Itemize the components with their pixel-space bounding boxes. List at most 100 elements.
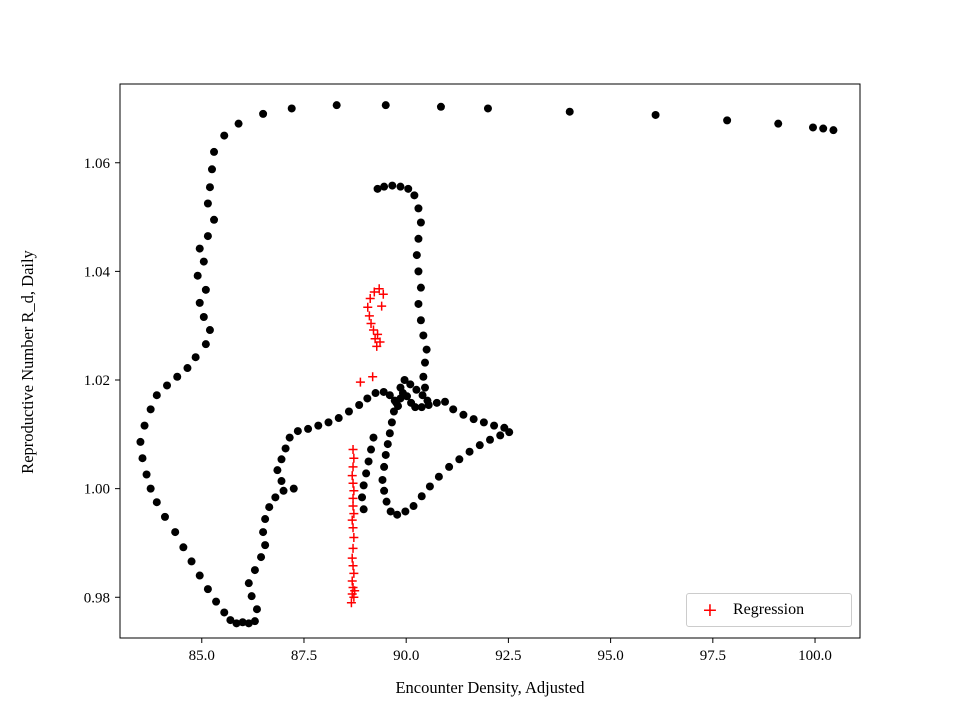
data-point bbox=[238, 618, 247, 627]
data-point bbox=[414, 299, 423, 308]
x-tick-label: 97.5 bbox=[700, 648, 726, 664]
data-point bbox=[210, 215, 219, 224]
data-point bbox=[441, 397, 450, 406]
data-point bbox=[416, 283, 425, 292]
data-point bbox=[417, 403, 426, 412]
regression-point bbox=[348, 445, 358, 455]
regression-point bbox=[377, 301, 387, 311]
data-point bbox=[160, 512, 169, 521]
data-point bbox=[244, 579, 253, 588]
data-point bbox=[490, 421, 499, 430]
y-tick-label: 1.02 bbox=[84, 373, 110, 389]
data-point bbox=[146, 405, 155, 414]
data-point bbox=[414, 234, 423, 243]
data-point bbox=[419, 372, 428, 381]
data-point bbox=[324, 418, 333, 427]
regression-point bbox=[348, 501, 358, 511]
data-point bbox=[412, 251, 421, 260]
x-tick-label: 100.0 bbox=[798, 648, 832, 664]
regression-point bbox=[347, 515, 357, 525]
regression-point bbox=[348, 561, 358, 571]
data-point bbox=[261, 515, 270, 524]
data-point bbox=[371, 389, 380, 398]
data-point bbox=[380, 486, 389, 495]
data-point bbox=[187, 557, 196, 566]
data-point bbox=[252, 605, 261, 614]
data-point bbox=[774, 119, 783, 128]
regression-point bbox=[374, 284, 384, 294]
data-point bbox=[479, 418, 488, 427]
data-point bbox=[359, 481, 368, 490]
data-point bbox=[234, 119, 243, 128]
data-point bbox=[152, 498, 161, 507]
data-point bbox=[414, 267, 423, 276]
data-point bbox=[220, 131, 229, 140]
regression-point bbox=[366, 319, 376, 329]
data-point bbox=[422, 345, 431, 354]
data-point bbox=[808, 123, 817, 132]
data-point bbox=[401, 507, 410, 516]
regression-point bbox=[369, 287, 379, 297]
data-point bbox=[723, 116, 732, 125]
data-point bbox=[359, 505, 368, 514]
data-point bbox=[486, 435, 494, 444]
data-point bbox=[220, 608, 229, 617]
x-tick-label: 87.5 bbox=[291, 648, 317, 664]
data-point bbox=[403, 392, 412, 401]
x-tick-label: 92.5 bbox=[495, 648, 521, 664]
data-point bbox=[388, 181, 397, 190]
data-point bbox=[406, 380, 415, 389]
data-point bbox=[205, 183, 214, 192]
data-point bbox=[819, 124, 828, 133]
data-point bbox=[259, 109, 268, 118]
data-point bbox=[289, 484, 298, 493]
data-point bbox=[651, 110, 660, 119]
regression-point bbox=[349, 509, 359, 519]
data-point bbox=[381, 450, 390, 459]
regression-point bbox=[348, 523, 358, 533]
regression-plus-icon: + bbox=[702, 598, 718, 621]
data-point bbox=[332, 101, 341, 110]
data-point bbox=[277, 477, 286, 486]
data-point bbox=[565, 107, 574, 116]
data-point bbox=[277, 455, 286, 464]
data-point bbox=[140, 421, 149, 430]
data-point bbox=[369, 433, 378, 442]
data-point bbox=[250, 617, 259, 626]
data-point bbox=[373, 184, 382, 193]
legend-label-regression: Regression bbox=[733, 601, 805, 618]
data-point bbox=[199, 313, 208, 322]
data-point bbox=[179, 543, 188, 552]
data-point bbox=[469, 415, 478, 424]
data-point bbox=[432, 398, 441, 407]
data-point bbox=[416, 316, 425, 325]
data-point bbox=[385, 391, 394, 400]
data-point bbox=[412, 385, 421, 394]
data-point bbox=[393, 510, 402, 519]
data-point bbox=[445, 462, 454, 471]
x-tick-label: 90.0 bbox=[393, 648, 419, 664]
data-point bbox=[344, 407, 353, 416]
data-point bbox=[281, 444, 290, 453]
data-point bbox=[380, 182, 389, 191]
data-point bbox=[475, 441, 484, 450]
data-point bbox=[380, 462, 389, 471]
data-point bbox=[287, 104, 296, 113]
data-point bbox=[136, 437, 145, 446]
data-point bbox=[271, 493, 280, 502]
data-point bbox=[334, 414, 343, 423]
data-point bbox=[207, 165, 216, 174]
regression-point bbox=[346, 598, 356, 608]
data-point bbox=[193, 271, 202, 280]
regression-point bbox=[365, 294, 375, 304]
regression-point bbox=[347, 471, 357, 481]
data-point bbox=[417, 492, 426, 501]
data-point bbox=[483, 104, 492, 113]
data-point bbox=[425, 482, 434, 491]
data-point bbox=[367, 445, 376, 454]
legend: + Regression bbox=[686, 593, 852, 627]
x-axis-label: Encounter Density, Adjusted bbox=[395, 678, 585, 697]
data-point bbox=[414, 204, 423, 213]
